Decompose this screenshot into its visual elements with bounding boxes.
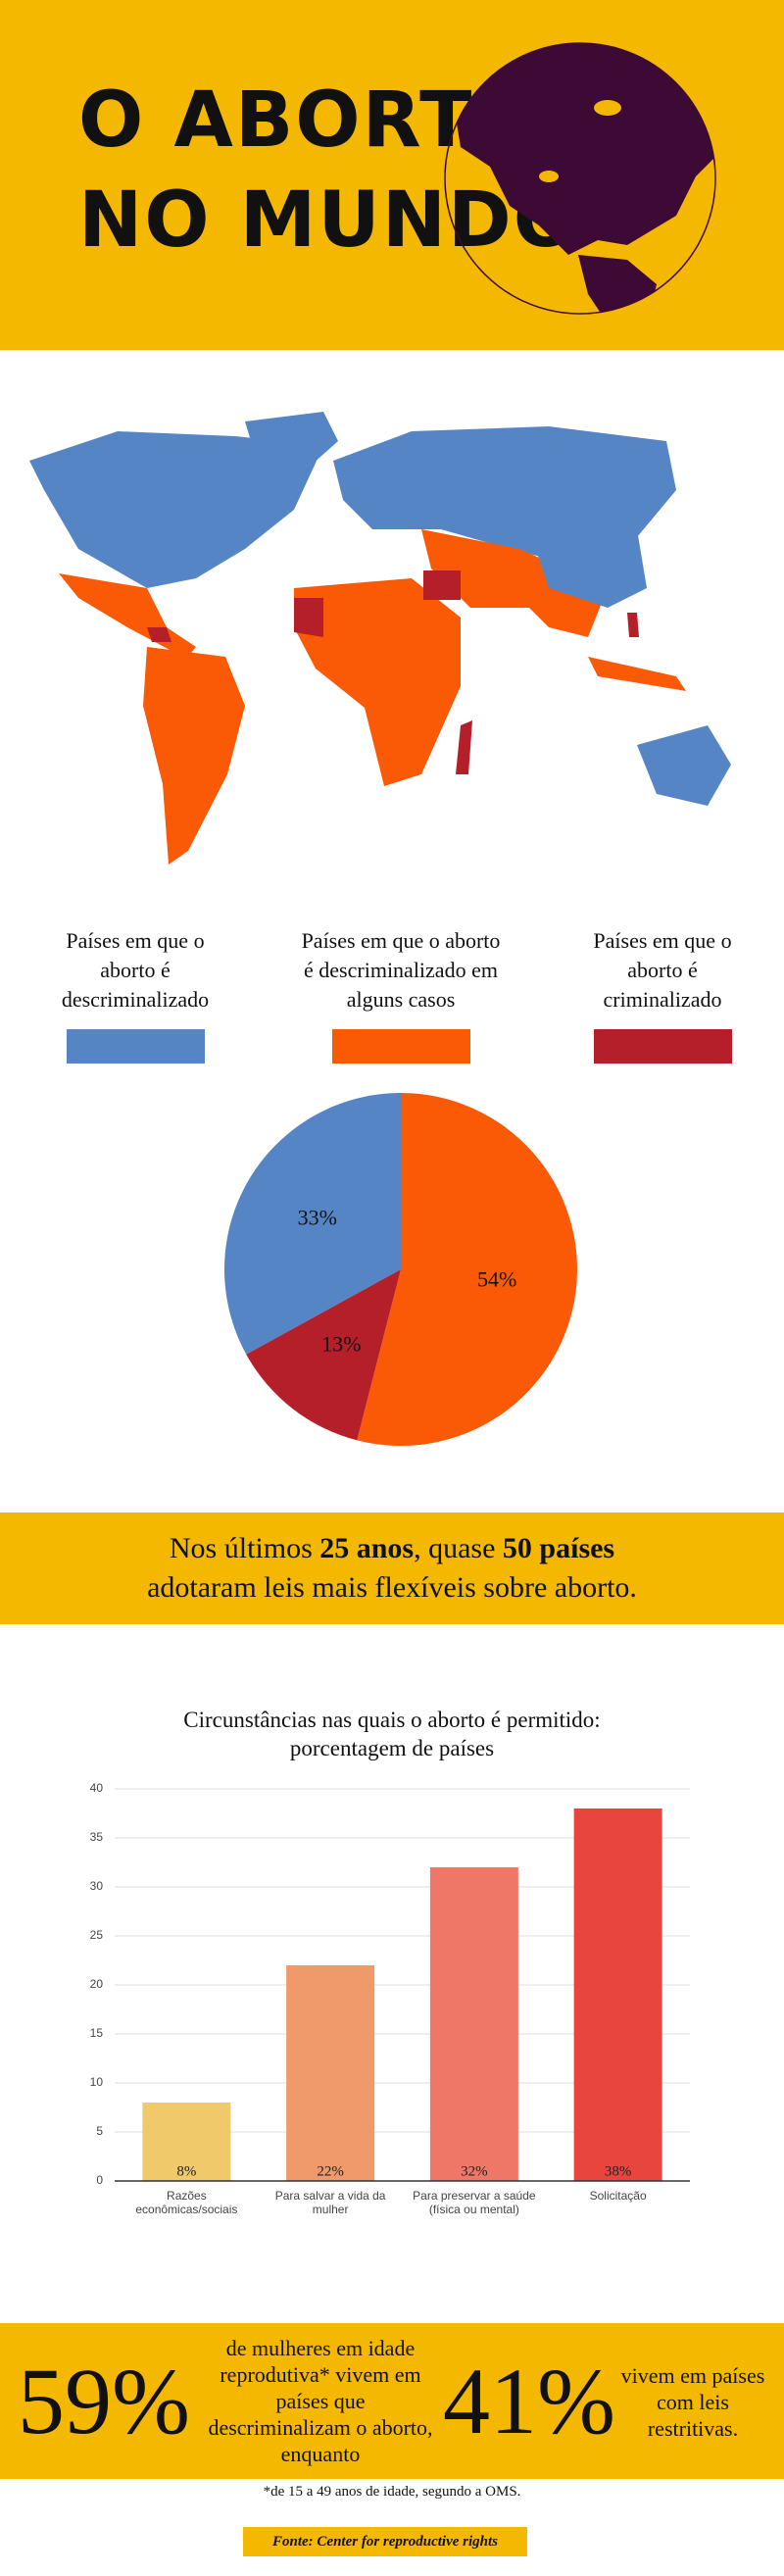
stat-value: 59% [18,2349,190,2453]
bar [286,1965,375,2181]
bar-value-label: 32% [461,2163,488,2179]
y-tick-label: 15 [90,2026,104,2040]
y-tick-label: 35 [90,1830,104,1844]
pie-chart: 33% 54% 13% [224,1093,577,1446]
bar [573,1808,662,2181]
globe-lakes [539,100,621,182]
map-central-america [59,573,196,659]
y-tick-label: 20 [90,1977,104,1991]
stat-text: de mulheres em idade reprodutiva* vivem … [208,2336,433,2466]
map-africa [294,578,461,786]
banner-bold: 50 países [502,1532,615,1564]
y-tick-label: 0 [96,2173,103,2186]
x-tick-label: Para salvar a vida da mulher [274,2189,386,2216]
map-west-africa [294,598,323,637]
banner-text: Nos últimos [169,1532,320,1564]
x-tick-label: Para preservar a saúde (física ou mental… [413,2189,536,2216]
y-tick-label: 40 [90,1781,104,1795]
legend-label: Países em que o aborto é descriminalizad… [61,928,210,1012]
banner-line1: Nos últimos 25 anos, quase 50 países [0,1529,784,1568]
x-tick-label: Solicitação [589,2189,647,2203]
legend-swatch [332,1029,470,1064]
world-map [29,412,731,865]
bar-chart-title: Circunstâncias nas quais o aborto é perm… [183,1708,601,1760]
pie-label: 33% [298,1206,337,1230]
stats-band: 59% de mulheres em idade reprodutiva* vi… [0,2323,784,2479]
legend-label: Países em que o aborto é criminalizado [593,928,732,1012]
map-madagascar [456,720,472,774]
globe-land [451,43,715,314]
stat-text: vivem em países com leis restritivas. [620,2363,765,2441]
pie-label: 54% [477,1266,516,1291]
map-south-america [143,647,245,865]
banner: Nos últimos 25 anos, quase 50 países ado… [0,1512,784,1624]
banner-text: , quase [414,1532,503,1564]
y-tick-label: 5 [96,2124,103,2138]
legend-swatch [594,1029,732,1064]
legend: Países em que o aborto é descriminalizad… [0,902,784,1015]
title-line2: NO MUNDO [78,176,581,265]
map-greenland [245,412,338,480]
banner-line2: adotaram leis mais flexíveis sobre abort… [147,1571,637,1604]
y-tick-label: 10 [90,2075,104,2089]
bar [142,2103,231,2181]
source: Fonte: Center for reproductive rights [243,2527,527,2556]
map-philippines [627,613,639,637]
banner-bold: 25 anos [319,1532,415,1564]
map-asia-south [421,529,608,637]
bar-value-label: 38% [605,2163,632,2179]
bar [429,1867,518,2181]
map-north-america [29,431,323,588]
stat-value: 41% [443,2349,615,2453]
map-central-america-red [147,627,172,642]
y-tick-label: 25 [90,1928,104,1942]
bar-value-label: 22% [317,2163,344,2179]
bar-value-label: 8% [176,2163,196,2179]
legend-label: Países em que o aborto é descriminalizad… [301,928,501,1012]
bar-chart: 0 5 10 15 20 25 30 35 40 8% 22% 32% 38% [90,1781,690,2186]
header: O ABORTO NO MUNDO [0,0,784,350]
pie-slice [246,1269,401,1441]
pie-slice [224,1093,401,1355]
globe [444,42,716,315]
map-australia [637,725,731,806]
footnote: *de 15 a 49 anos de idade, segundo a OMS… [263,2484,521,2500]
legend-swatch [67,1029,205,1064]
map-egypt [423,570,461,600]
pie-slice [357,1093,577,1446]
map-indonesia [588,657,686,691]
pie-label: 13% [321,1331,361,1356]
x-tick-label: Razões econômicas/sociais [135,2189,238,2216]
y-tick-label: 30 [90,1879,104,1893]
map-china [529,529,647,608]
